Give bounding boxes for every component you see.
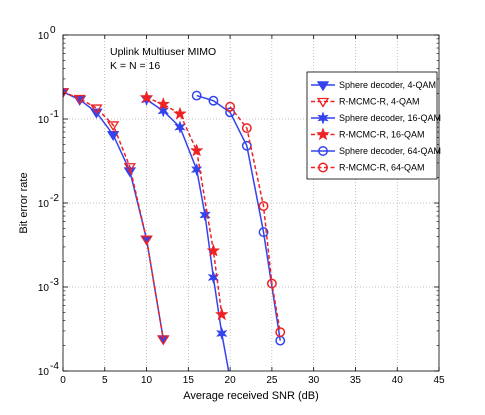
x-tick-label: 15 [183,375,195,386]
legend-label: Sphere decoder, 4-QAM [339,80,436,90]
annotation-params: K = N = 16 [110,60,160,72]
legend-marker [318,146,328,156]
data-point [106,121,120,132]
series-line [196,94,281,341]
x-tick-label: 20 [225,375,237,386]
data-point [63,88,70,99]
y-tick-exponent: -2 [50,193,59,204]
data-point [173,106,187,120]
y-tick-label: 10 [38,115,50,126]
x-tick-label: 35 [350,375,362,386]
data-point [206,243,221,257]
data-point [191,90,202,101]
data-point [156,96,171,111]
legend-marker [318,162,328,173]
legend-label: R-MCMC-R, 16-QAM [339,130,425,140]
y-tick-label: 10 [38,283,50,294]
series-4 [139,90,229,321]
legend-box [306,71,438,180]
series-3 [140,92,230,371]
data-point [258,227,269,238]
data-point [207,270,220,285]
data-point [215,326,228,341]
data-point [73,94,86,105]
data-point [266,278,277,289]
series-2 [63,88,170,346]
data-point [140,235,153,246]
data-point [123,163,137,173]
x-tick-label: 45 [433,375,445,386]
y-axis-label: Bit error rate [18,172,30,233]
x-tick-labels: 0 5 10 15 20 25 30 35 40 45 [60,35,445,386]
y-tick-label: 10 [38,367,50,378]
data-point [214,307,229,321]
x-tick-label: 0 [60,375,66,386]
legend-marker [317,111,329,125]
data-point [208,95,219,106]
annotation-title: Uplink Multiuser MIMO [110,46,216,58]
legend-marker [316,97,330,108]
data-point [225,101,236,112]
y-tick-label: 10 [38,199,50,210]
x-tick-label: 25 [266,375,278,386]
x-tick-label: 10 [141,375,153,386]
data-point [189,143,204,157]
legend: Sphere decoder, 4-QAM R-MCMC-R, 4-QAM Sphe… [306,71,441,180]
x-tick-label: 5 [102,375,108,386]
y-tick-exponent: 0 [50,25,56,36]
y-tick-exponent: -4 [50,361,59,372]
grid [63,35,439,371]
legend-label: R-MCMC-R, 64-QAM [339,163,425,173]
data-point [275,327,286,338]
series-6 [225,101,286,338]
data-point [258,201,269,211]
series-line [63,91,165,340]
x-axis-label: Average received SNR (dB) [183,390,319,402]
y-tick-exponent: -3 [50,277,59,288]
data-point [190,162,203,177]
data-point [241,140,252,151]
data-point [157,104,170,118]
data-point [139,90,154,104]
data-point [157,335,170,346]
y-tick-exponent: -1 [50,109,59,120]
x-tick-label: 40 [392,375,404,386]
series-line [229,106,281,333]
legend-label: R-MCMC-R, 4-QAM [339,97,420,107]
series-5 [191,90,286,346]
data-point [199,208,211,222]
data-point [90,104,103,115]
legend-marker [316,127,330,141]
data-point [241,123,252,134]
legend-label: Sphere decoder, 64-QAM [339,146,441,156]
legend-label: Sphere decoder, 16-QAM [339,113,441,123]
y-tick-label: 10 [38,31,50,42]
x-tick-label: 30 [308,375,320,386]
series-layer [63,88,286,371]
